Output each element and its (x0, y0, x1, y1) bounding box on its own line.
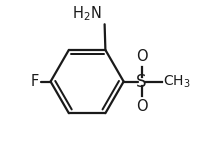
Text: F: F (31, 74, 39, 89)
Text: O: O (136, 49, 147, 64)
Text: CH$_3$: CH$_3$ (163, 73, 190, 90)
Text: H$_2$N: H$_2$N (72, 5, 101, 24)
Text: O: O (136, 100, 147, 114)
Text: S: S (136, 72, 147, 91)
